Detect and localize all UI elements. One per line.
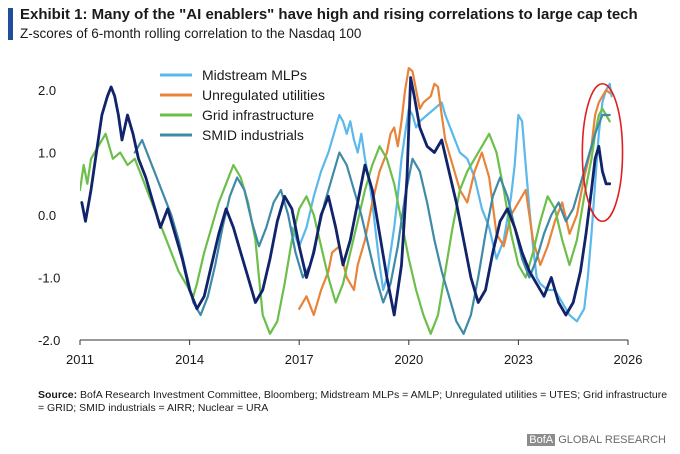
x-tick-label-2011: 2011 xyxy=(66,352,94,367)
exhibit-title: Exhibit 1: Many of the "AI enablers" hav… xyxy=(20,6,638,23)
x-tick-label-2026: 2026 xyxy=(614,352,643,367)
legend-label-3: SMID industrials xyxy=(202,127,304,143)
x-tick-label-2014: 2014 xyxy=(175,352,204,367)
series-line-unregulated-utilities xyxy=(298,67,611,317)
title-accent-bar xyxy=(8,8,13,40)
y-tick-label-4: -2.0 xyxy=(38,333,60,348)
brand-tag: BofA xyxy=(527,434,556,446)
source-note: Source: BofA Research Investment Committ… xyxy=(38,389,668,415)
series-line-midstream-mlps xyxy=(290,82,613,323)
y-tick-label-1: 1.0 xyxy=(38,146,56,161)
x-tick-label-2017: 2017 xyxy=(285,352,314,367)
correlation-chart: 2011 2014 2017 2020 2023 2026 2.0 1.0 0.0 -1.0 -2.… xyxy=(38,67,643,367)
y-tick-label-0: 2.0 xyxy=(38,83,56,98)
exhibit-subtitle: Z-scores of 6-month rolling correlation … xyxy=(20,26,362,41)
legend-label-0: Midstream MLPs xyxy=(202,67,307,83)
legend-label-2: Grid infrastructure xyxy=(202,107,314,123)
brand-text: GLOBAL RESEARCH xyxy=(558,434,666,446)
x-tick-label-2023: 2023 xyxy=(504,352,533,367)
highlight-ellipse xyxy=(581,82,624,223)
brand-logo: BofA GLOBAL RESEARCH xyxy=(527,434,666,446)
legend-label-1: Unregulated utilities xyxy=(202,87,325,103)
y-tick-label-2: 0.0 xyxy=(38,208,56,223)
source-text: BofA Research Investment Committee, Bloo… xyxy=(38,389,668,414)
x-tick-label-2020: 2020 xyxy=(394,352,423,367)
y-tick-label-3: -1.0 xyxy=(38,271,60,286)
series-line-nuclear xyxy=(80,76,612,317)
source-label: Source: xyxy=(38,389,78,401)
